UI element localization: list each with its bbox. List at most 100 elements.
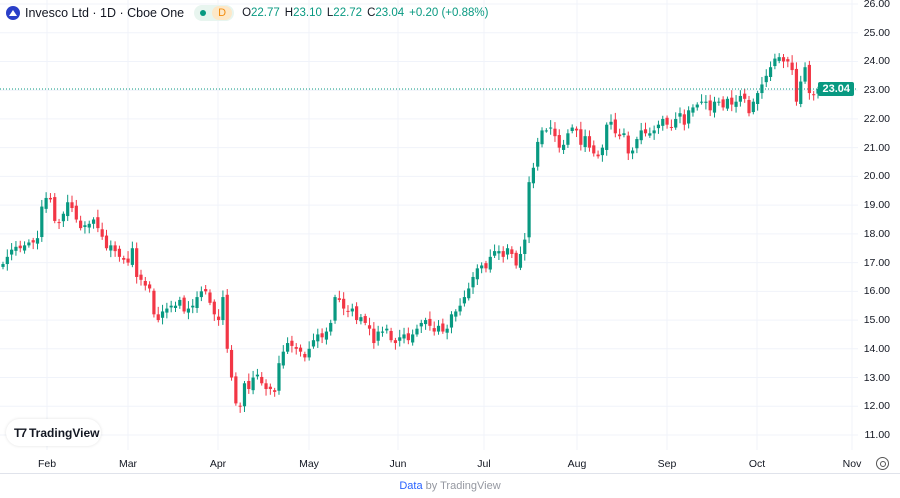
candle-body bbox=[199, 291, 203, 298]
candle-body bbox=[471, 276, 475, 288]
candle-body bbox=[70, 202, 74, 209]
candle-body bbox=[626, 135, 630, 154]
candle-body bbox=[730, 97, 734, 105]
candle-body bbox=[393, 340, 398, 344]
settings-icon[interactable] bbox=[876, 457, 889, 470]
candle-body bbox=[708, 100, 712, 111]
candle-body bbox=[130, 248, 134, 265]
data-link[interactable]: Data bbox=[399, 480, 423, 492]
candle-body bbox=[743, 93, 747, 99]
candle-body bbox=[169, 305, 173, 308]
candle-body bbox=[583, 136, 587, 148]
candle-body bbox=[229, 349, 234, 378]
chart-frame: 26.00 25.00 24.00 23.00 22.00 21.00 20.00 19.00… bbox=[0, 0, 900, 474]
low-value: L22.72 bbox=[327, 7, 362, 19]
candle-body bbox=[204, 289, 208, 292]
price-tick: 21.00 bbox=[863, 141, 890, 154]
candle-body bbox=[691, 107, 695, 113]
candle-body bbox=[234, 376, 238, 404]
candle-body bbox=[523, 239, 527, 254]
candle-body bbox=[738, 95, 742, 102]
candle-body bbox=[225, 294, 229, 349]
candlestick-chart[interactable] bbox=[0, 0, 858, 450]
tradingview-logo-text: TradingView bbox=[29, 425, 100, 440]
candle-body bbox=[363, 316, 367, 323]
tradingview-logo[interactable]: T7 TradingView bbox=[6, 419, 101, 446]
candle-body bbox=[553, 128, 557, 137]
candle-body bbox=[592, 145, 596, 154]
change-value: +0.20 (+0.88%) bbox=[409, 7, 489, 19]
candle-body bbox=[561, 144, 566, 150]
candle-body bbox=[566, 133, 570, 145]
candle-body bbox=[725, 98, 730, 109]
candle-body bbox=[53, 197, 57, 221]
candle-body bbox=[475, 268, 479, 280]
open-label: O bbox=[242, 7, 252, 19]
candle-body bbox=[596, 154, 600, 157]
candle-body bbox=[160, 311, 165, 318]
footer-attribution: Data by TradingView bbox=[0, 480, 900, 492]
price-tick: 25.00 bbox=[863, 26, 890, 39]
candle-body bbox=[117, 248, 122, 257]
candle-body bbox=[156, 314, 160, 321]
candle-body bbox=[639, 130, 643, 141]
time-tick: Mar bbox=[118, 458, 138, 470]
candle-body bbox=[816, 89, 820, 94]
candle-body bbox=[764, 75, 768, 83]
candle-body bbox=[342, 298, 346, 309]
candle-body bbox=[10, 249, 14, 255]
candle-body bbox=[467, 288, 471, 299]
candle-body bbox=[380, 331, 385, 333]
candle-body bbox=[389, 330, 393, 341]
open-number: 22.77 bbox=[251, 7, 280, 19]
symbol-legend: Invesco Ltd · 1D · Cboe One D O22.77 H23… bbox=[6, 5, 493, 21]
candle-body bbox=[307, 348, 311, 358]
candle-body bbox=[423, 320, 428, 325]
candle-body bbox=[574, 128, 579, 131]
candle-body bbox=[786, 59, 790, 62]
candle-body bbox=[803, 67, 807, 82]
candle-body bbox=[587, 136, 592, 148]
time-tick: Nov bbox=[842, 458, 862, 470]
time-tick: Jul bbox=[477, 458, 491, 470]
candle-body bbox=[605, 124, 609, 150]
candle-body bbox=[255, 374, 260, 377]
price-tick: 15.00 bbox=[863, 314, 890, 327]
candle-body bbox=[781, 57, 786, 62]
candle-body bbox=[756, 93, 760, 104]
candle-body bbox=[492, 251, 497, 256]
candle-body bbox=[747, 99, 751, 114]
market-status[interactable]: D bbox=[194, 5, 235, 21]
delayed-badge: D bbox=[212, 6, 233, 20]
price-tick: 13.00 bbox=[863, 371, 890, 384]
candle-body bbox=[238, 405, 242, 407]
candle-body bbox=[35, 238, 40, 244]
candle-body bbox=[609, 121, 613, 125]
candle-body bbox=[87, 223, 91, 228]
candle-body bbox=[126, 258, 130, 263]
candle-body bbox=[812, 94, 816, 96]
candle-body bbox=[242, 383, 247, 407]
candle-body bbox=[454, 311, 458, 317]
candle-body bbox=[717, 101, 721, 103]
tv-mark-icon: T7 bbox=[14, 425, 27, 440]
price-tick: 23.00 bbox=[863, 84, 890, 97]
time-tick: Apr bbox=[209, 458, 227, 470]
candle-body bbox=[458, 305, 462, 312]
candle-body bbox=[687, 110, 691, 124]
close-value: C23.04 bbox=[367, 7, 404, 19]
symbol-title[interactable]: Invesco Ltd · 1D · Cboe One bbox=[25, 6, 185, 20]
high-number: 23.10 bbox=[293, 7, 322, 19]
candle-body bbox=[484, 263, 488, 269]
low-number: 22.72 bbox=[333, 7, 363, 19]
close-number: 23.04 bbox=[375, 7, 405, 19]
candle-body bbox=[303, 353, 307, 358]
candle-body bbox=[66, 202, 70, 217]
time-tick: Feb bbox=[37, 458, 57, 470]
candle-body bbox=[337, 298, 341, 300]
candle-body bbox=[760, 84, 764, 94]
candle-body bbox=[527, 182, 531, 238]
candle-body bbox=[113, 245, 117, 252]
candle-body bbox=[613, 119, 617, 134]
market-open-icon bbox=[200, 10, 207, 16]
